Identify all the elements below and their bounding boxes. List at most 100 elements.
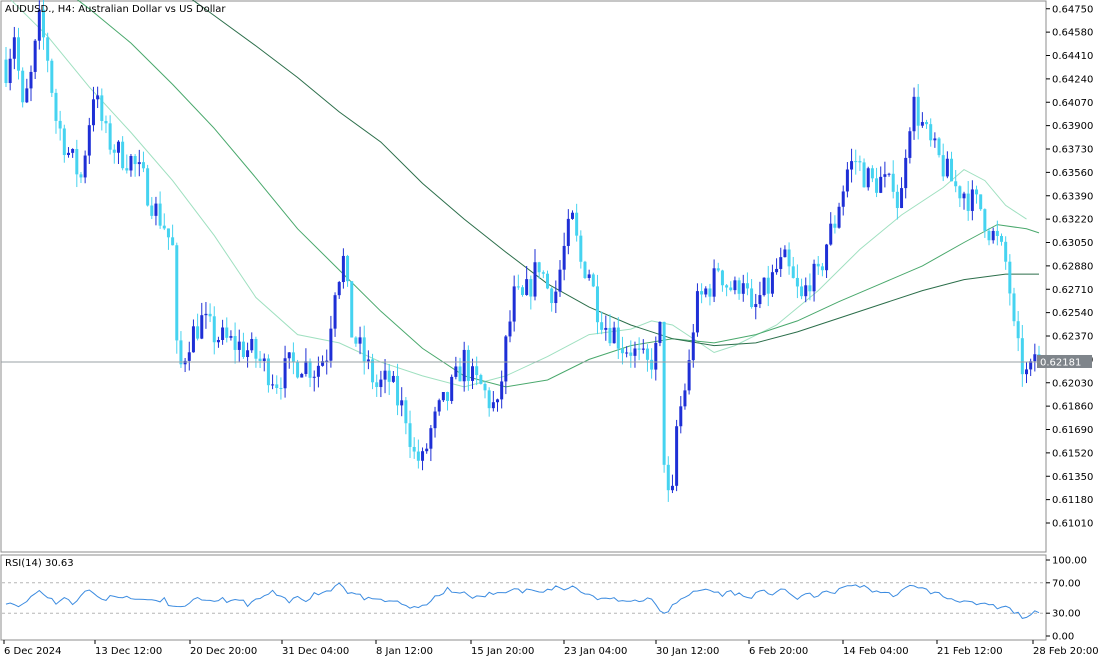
candle-up <box>300 373 304 378</box>
candle-down <box>362 337 366 362</box>
candle-up <box>391 375 395 382</box>
price-panel[interactable]: AUDUSD., H4: Australian Dollar vs US Dol… <box>0 0 1047 553</box>
candle-up <box>625 352 629 354</box>
candle-down <box>487 390 491 409</box>
candle-up <box>333 295 337 329</box>
candle-down <box>700 291 704 295</box>
candle-down <box>966 193 970 211</box>
candle-down <box>916 96 920 126</box>
candle-down <box>241 341 245 358</box>
candle-down <box>458 366 462 382</box>
candle-down <box>387 370 391 382</box>
candle-down <box>608 327 612 344</box>
candle-up <box>325 360 329 362</box>
candle-up <box>758 295 762 305</box>
candle-down <box>745 283 749 289</box>
candle-up <box>945 158 949 177</box>
candle-up <box>37 9 41 41</box>
candle-up <box>383 370 387 380</box>
rsi-tick-label: 0.00 <box>1052 632 1074 643</box>
candle-up <box>183 360 187 365</box>
candle-up <box>154 203 158 216</box>
candle-down <box>308 361 312 378</box>
candle-up <box>25 88 29 103</box>
candle-up <box>116 141 120 153</box>
price-tick-label: 0.64750 <box>1052 4 1093 15</box>
candle-up <box>683 390 687 407</box>
price-panel-frame <box>0 0 1047 553</box>
candle-down <box>258 358 262 362</box>
candle-down <box>870 168 874 179</box>
candle-up <box>804 285 808 297</box>
rsi-series-line <box>5 582 1040 619</box>
candle-up <box>900 188 904 209</box>
candle-up <box>433 411 437 429</box>
candle-down <box>212 316 216 343</box>
candle-up <box>450 376 454 401</box>
candle-up <box>1025 369 1029 375</box>
candle-down <box>108 123 112 150</box>
price-axis[interactable]: 0.64750 0.64580 0.64410 0.64240 0.64070 0.639… <box>1046 4 1093 530</box>
candle-up <box>658 321 662 343</box>
candle-down <box>737 280 741 294</box>
candle-down <box>275 384 279 388</box>
candle-up <box>379 379 383 388</box>
candle-down <box>541 272 545 274</box>
candle-up <box>246 350 250 358</box>
time-tick-label: 13 Dec 12:00 <box>95 646 162 657</box>
header-description: Australian Dollar vs US Dollar <box>78 4 226 15</box>
candle-down <box>858 161 862 163</box>
candle-down <box>750 288 754 308</box>
candle-up <box>566 218 570 246</box>
candle-down <box>396 375 400 406</box>
candle-up <box>829 223 833 245</box>
candle-down <box>808 285 812 292</box>
current-price-label: 0.62181 <box>1037 354 1092 368</box>
candle-up <box>512 286 516 322</box>
candle-down <box>79 174 83 178</box>
time-tick-label: 20 Dec 20:00 <box>190 646 257 657</box>
candle-up <box>962 193 966 199</box>
price-tick-label: 0.61520 <box>1052 448 1093 459</box>
candle-up <box>504 336 508 382</box>
candle-down <box>46 37 50 61</box>
candle-down <box>645 348 649 360</box>
candle-up <box>425 448 429 452</box>
price-tick-label: 0.62370 <box>1052 332 1093 343</box>
candle-up <box>312 376 316 378</box>
candle-down <box>483 383 487 391</box>
candle-down <box>479 375 483 384</box>
candle-up <box>237 341 241 350</box>
candle-down <box>291 352 295 362</box>
candle-down <box>637 348 641 350</box>
candle-down <box>941 155 945 177</box>
candle-up <box>554 291 558 304</box>
candle-up <box>670 485 674 491</box>
candle-down <box>791 266 795 278</box>
candle-up <box>337 282 341 296</box>
moving-average-2 <box>76 0 1040 388</box>
candlesticks <box>4 0 1041 502</box>
candle-down <box>141 162 145 169</box>
time-axis[interactable]: 6 Dec 2024 13 Dec 12:00 20 Dec 20:00 31 Dec… <box>3 640 1099 657</box>
price-tick-label: 0.61690 <box>1052 425 1093 436</box>
candle-down <box>446 392 450 401</box>
candle-up <box>441 392 445 401</box>
rsi-tick-label: 30.00 <box>1052 609 1081 620</box>
candle-up <box>533 262 537 297</box>
candle-up <box>845 169 849 192</box>
candle-down <box>545 273 549 289</box>
candle-down <box>787 249 791 267</box>
time-tick-label: 8 Jan 12:00 <box>376 646 433 657</box>
candle-up <box>612 327 616 344</box>
candle-down <box>371 359 375 383</box>
candle-down <box>350 281 354 338</box>
candle-up <box>970 189 974 211</box>
candle-down <box>895 191 899 209</box>
candle-down <box>171 237 175 246</box>
candle-down <box>112 149 116 153</box>
candle-up <box>904 157 908 189</box>
candle-down <box>833 223 837 228</box>
rsi-panel[interactable]: RSI(14) 30.63 <box>0 554 1047 641</box>
current-price-value: 0.62181 <box>1040 357 1081 368</box>
